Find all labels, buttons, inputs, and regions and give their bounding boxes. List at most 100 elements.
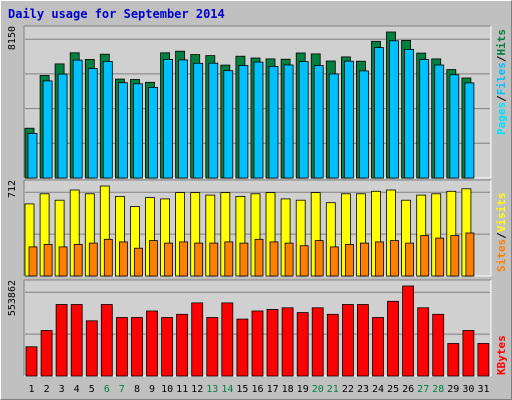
sites-bar: [164, 242, 174, 277]
kbytes-bar: [372, 317, 384, 377]
kbytes-bar: [100, 304, 113, 377]
x-tick-label: 5: [89, 384, 95, 395]
x-tick-label: 20: [312, 384, 324, 395]
legend: Sites/Visits: [495, 193, 508, 273]
x-tick-label: 7: [119, 384, 125, 395]
legend-entry: Files: [495, 62, 508, 95]
kbytes-bar: [70, 304, 83, 377]
sites-bar: [269, 241, 279, 277]
kbytes-bar: [206, 317, 219, 377]
sites-bar: [239, 242, 249, 277]
x-tick-label: 28: [432, 384, 444, 395]
sites-bar: [359, 242, 369, 277]
x-tick-label: 25: [387, 384, 399, 395]
sites-bar: [390, 240, 399, 277]
kbytes-bar: [281, 307, 294, 377]
files-bar: [268, 66, 279, 179]
x-tick-label: 10: [161, 384, 173, 395]
x-tick-label: 11: [176, 384, 188, 395]
sites-bar: [299, 245, 309, 277]
x-tick-label: 27: [417, 384, 429, 395]
files-bar: [449, 74, 460, 179]
files-bar: [283, 64, 294, 179]
sites-bar: [194, 242, 204, 277]
x-tick-label: 22: [342, 384, 354, 395]
sites-bar: [209, 242, 219, 277]
files-bar: [133, 83, 143, 179]
sites-bar: [405, 242, 415, 277]
kbytes-bar: [432, 313, 445, 377]
sites-bar: [435, 237, 445, 277]
sites-bar: [43, 243, 53, 277]
kbytes-bar: [356, 304, 369, 377]
legend-entry: KBytes: [495, 335, 508, 375]
x-tick-label: 19: [297, 384, 309, 395]
kbytes-bar: [417, 307, 430, 377]
files-bar: [102, 61, 113, 179]
chart-title: Daily usage for September 2014: [8, 7, 225, 21]
x-tick-label: 9: [149, 384, 155, 395]
files-bar: [178, 59, 189, 179]
x-tick-label: 18: [282, 384, 294, 395]
legend-entry: /: [495, 232, 508, 239]
files-bar: [313, 65, 324, 179]
sites-bar: [284, 242, 294, 277]
sites-bar: [314, 240, 324, 277]
files-bar: [72, 59, 83, 179]
sites-bar: [28, 246, 38, 277]
x-tick-label: 30: [462, 384, 474, 395]
kbytes-bar: [191, 302, 204, 377]
files-bar: [57, 73, 68, 179]
files-bar: [328, 73, 339, 179]
kbytes-bar: [146, 310, 158, 377]
files-bar: [238, 65, 249, 179]
kbytes-bar: [176, 313, 189, 377]
sites-bar: [254, 238, 264, 277]
legend-entry: /: [495, 95, 508, 102]
sites-bar: [465, 232, 475, 277]
x-tick-label: 26: [402, 384, 414, 395]
files-bar: [87, 68, 98, 179]
kbytes-bar: [447, 343, 460, 377]
sites-bar: [420, 235, 430, 277]
files-bar: [389, 40, 399, 179]
legend: KBytes: [495, 335, 508, 375]
kbytes-bar: [326, 313, 339, 377]
sites-bar: [375, 241, 384, 277]
files-bar: [343, 60, 354, 179]
x-tick-label: 1: [28, 384, 34, 395]
kbytes-bar: [221, 302, 234, 377]
sites-bar: [119, 241, 128, 277]
sites-bar: [88, 242, 98, 277]
legend: Pages/Files/Hits: [495, 29, 508, 135]
legend-entry: Visits: [495, 193, 508, 233]
files-bar: [358, 70, 369, 179]
files-bar: [404, 49, 415, 179]
kbytes-bar: [40, 330, 53, 377]
sites-bar: [149, 240, 158, 277]
sites-bar: [329, 246, 339, 277]
kbytes-bar: [116, 317, 128, 377]
kbytes-bar: [462, 330, 475, 377]
files-bar: [223, 70, 234, 179]
files-bar: [464, 82, 475, 179]
x-tick-label: 31: [477, 384, 489, 395]
kbytes-bar: [387, 300, 399, 377]
files-bar: [374, 47, 384, 179]
kbytes-bar: [55, 304, 68, 377]
x-tick-label: 21: [327, 384, 339, 395]
files-bar: [434, 64, 445, 179]
x-tick-label: 29: [447, 384, 459, 395]
files-bar: [42, 80, 53, 179]
kbytes-bar: [236, 318, 249, 377]
x-tick-label: 16: [251, 384, 263, 395]
y-max-label: 712: [7, 180, 18, 198]
kbytes-bar: [402, 285, 415, 377]
x-tick-label: 2: [44, 384, 50, 395]
x-tick-label: 3: [59, 384, 65, 395]
legend-entry: Sites: [495, 239, 508, 272]
x-tick-label: 24: [372, 384, 384, 395]
files-bar: [163, 59, 174, 179]
sites-bar: [224, 241, 234, 277]
